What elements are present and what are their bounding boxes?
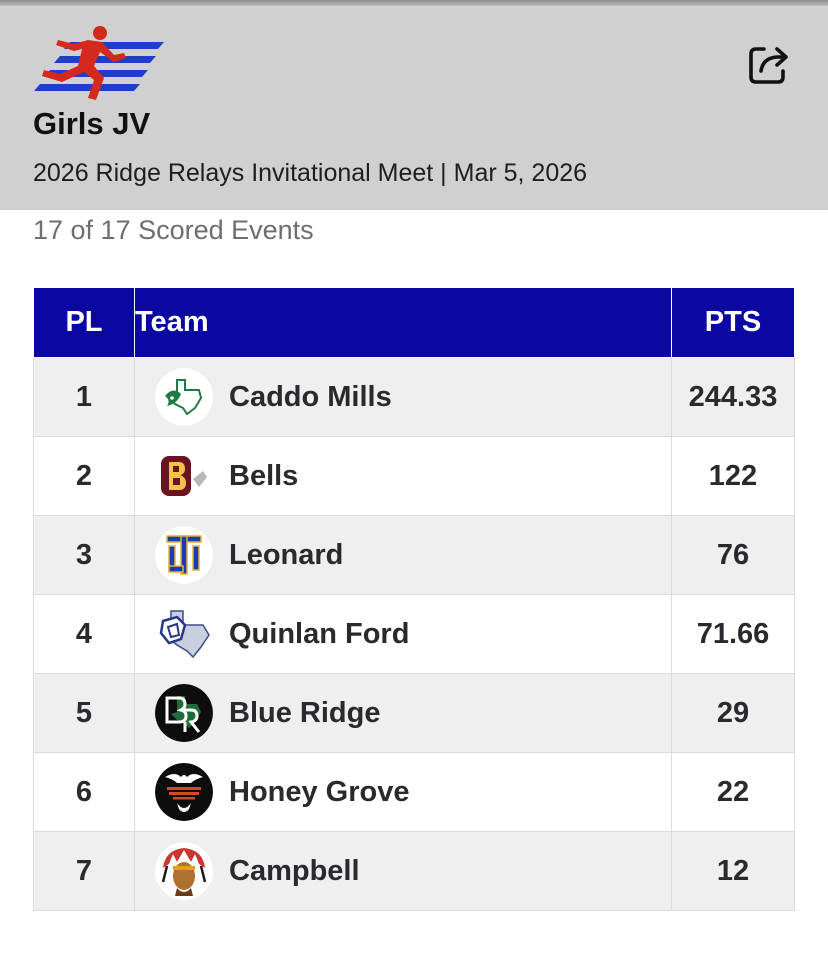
table-row[interactable]: 5 Blue Ridge 29: [33, 673, 795, 753]
leonard-logo-icon: [155, 526, 213, 584]
points-cell: 122: [671, 436, 795, 516]
table-header-row: PL Team PTS: [33, 287, 795, 358]
runner-logo-icon: [30, 22, 164, 104]
points-cell: 71.66: [671, 594, 795, 674]
caddo-mills-logo-icon: [155, 368, 213, 426]
team-cell: Quinlan Ford: [134, 594, 672, 674]
place-cell: 3: [33, 515, 135, 595]
share-icon[interactable]: [744, 38, 794, 88]
place-cell: 2: [33, 436, 135, 516]
bells-logo-icon: [155, 447, 213, 505]
place-cell: 7: [33, 831, 135, 911]
table-row[interactable]: 2 Bells 122: [33, 436, 795, 516]
column-header-place[interactable]: PL: [33, 287, 135, 358]
campbell-logo-icon: [155, 842, 213, 900]
points-cell: 29: [671, 673, 795, 753]
scored-events-summary: 17 of 17 Scored Events: [33, 215, 314, 245]
place-cell: 6: [33, 752, 135, 832]
meet-subtitle: 2026 Ridge Relays Invitational Meet | Ma…: [33, 159, 588, 187]
points-cell: 244.33: [671, 357, 795, 437]
place-cell: 4: [33, 594, 135, 674]
team-cell: Bells: [134, 436, 672, 516]
team-standings-table: PL Team PTS 1 Caddo Mills: [33, 287, 795, 911]
page-header: Girls JV 2026 Ridge Relays Invitational …: [0, 6, 828, 210]
table-row[interactable]: 3 Leonard 76: [33, 515, 795, 595]
points-cell: 12: [671, 831, 795, 911]
team-name[interactable]: Bells: [229, 459, 299, 492]
page-title: Girls JV: [33, 106, 151, 141]
table-row[interactable]: 6 Honey Grove: [33, 752, 795, 832]
team-name[interactable]: Blue Ridge: [229, 696, 381, 729]
place-cell: 5: [33, 673, 135, 753]
blue-ridge-logo-icon: [155, 684, 213, 742]
team-name[interactable]: Campbell: [229, 854, 360, 887]
team-cell: Caddo Mills: [134, 357, 672, 437]
quinlan-ford-logo-icon: [155, 605, 213, 663]
column-header-team[interactable]: Team: [134, 287, 672, 358]
table-row[interactable]: 7 Campbell 12: [33, 831, 795, 911]
team-cell: Campbell: [134, 831, 672, 911]
points-cell: 22: [671, 752, 795, 832]
team-cell: Blue Ridge: [134, 673, 672, 753]
column-header-points[interactable]: PTS: [671, 287, 795, 358]
team-cell: Honey Grove: [134, 752, 672, 832]
team-name[interactable]: Leonard: [229, 538, 344, 571]
place-cell: 1: [33, 357, 135, 437]
team-cell: Leonard: [134, 515, 672, 595]
team-name[interactable]: Quinlan Ford: [229, 617, 410, 650]
honey-grove-logo-icon: [155, 763, 213, 821]
table-row[interactable]: 1 Caddo Mills 244.33: [33, 357, 795, 437]
team-name[interactable]: Honey Grove: [229, 775, 410, 808]
team-name[interactable]: Caddo Mills: [229, 380, 392, 413]
points-cell: 76: [671, 515, 795, 595]
top-edge-strip: [0, 0, 828, 8]
table-row[interactable]: 4 Quinlan Ford 71.66: [33, 594, 795, 674]
